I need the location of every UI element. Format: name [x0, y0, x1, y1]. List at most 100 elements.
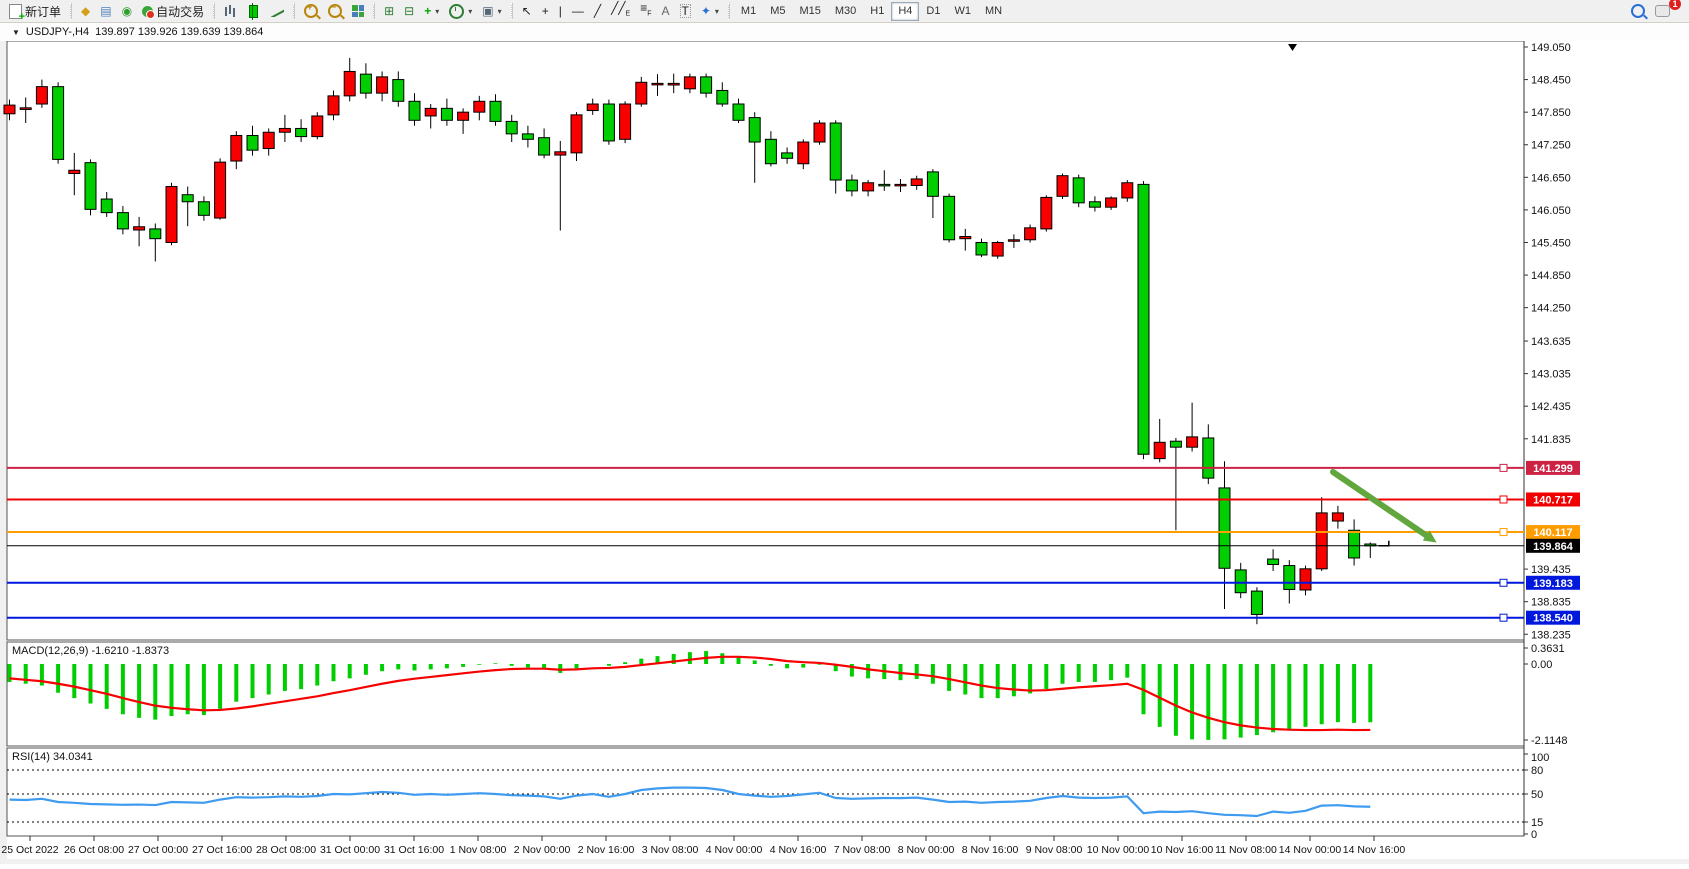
time-label[interactable]: 2 Nov 16:00: [578, 844, 635, 856]
candle: [521, 133, 534, 140]
new-order-button[interactable]: 新订单: [4, 1, 66, 23]
candle: [845, 179, 858, 192]
time-label[interactable]: 3 Nov 08:00: [642, 844, 699, 856]
tile-windows-button[interactable]: [347, 1, 369, 22]
time-label[interactable]: 28 Oct 08:00: [256, 844, 316, 856]
macd-axis-label: 0.00: [1531, 659, 1552, 671]
search-button[interactable]: [1626, 1, 1650, 22]
timeframe-button-H1[interactable]: H1: [870, 5, 885, 17]
signals-icon: ◉: [121, 4, 133, 18]
candle: [473, 100, 486, 113]
timeframe-button-M1[interactable]: M1: [740, 5, 757, 17]
trendline-button[interactable]: ╱: [589, 1, 606, 22]
chart-bars-button[interactable]: [219, 1, 241, 22]
chart-line-button[interactable]: [266, 1, 289, 22]
main-pane[interactable]: [6, 40, 1525, 641]
time-label[interactable]: 11 Nov 08:00: [1215, 844, 1277, 856]
timeframe-button-H4[interactable]: H4: [891, 1, 920, 21]
time-label[interactable]: 10 Nov 00:00: [1087, 844, 1150, 856]
time-label[interactable]: 2 Nov 00:00: [514, 844, 571, 856]
candle: [262, 131, 275, 150]
price-tick-label: 143.035: [1531, 369, 1571, 381]
collapse-triangle-icon[interactable]: ▼: [12, 27, 20, 37]
candle: [343, 70, 356, 97]
timeframe-button-D1[interactable]: D1: [926, 5, 941, 17]
candle: [295, 127, 308, 138]
timeframe-button-M15[interactable]: M15: [799, 5, 821, 17]
time-label[interactable]: 31 Oct 16:00: [384, 844, 444, 856]
macd-axis-label: -2.1148: [1531, 735, 1568, 747]
candle: [797, 141, 810, 165]
time-label[interactable]: 14 Nov 00:00: [1279, 844, 1342, 856]
chart-shift-marker[interactable]: [1288, 44, 1297, 51]
add-chart-dropdown[interactable]: + ▾: [419, 1, 444, 22]
template-icon: ▣: [482, 4, 494, 18]
candlestick-icon: [249, 2, 259, 20]
time-label[interactable]: 7 Nov 08:00: [834, 844, 891, 856]
candle: [424, 107, 437, 117]
time-label[interactable]: 4 Nov 00:00: [706, 844, 763, 856]
market-watch-button[interactable]: ▤: [95, 1, 116, 22]
support-line-1-handle[interactable]: [1499, 578, 1508, 587]
trend-arrow-annotation[interactable]: [1330, 469, 1433, 541]
time-label[interactable]: 8 Nov 00:00: [898, 844, 955, 856]
calendar-button[interactable]: ◆: [76, 1, 95, 22]
time-label[interactable]: 27 Oct 16:00: [192, 844, 252, 856]
text-button[interactable]: A: [656, 1, 674, 22]
resistance-line-2-handle[interactable]: [1499, 495, 1508, 504]
candle: [878, 183, 891, 187]
chart-window[interactable]: ▼ USDJPY-,H4 139.897 139.926 139.639 139…: [0, 23, 1689, 864]
time-label[interactable]: 14 Nov 16:00: [1343, 844, 1406, 856]
candle: [52, 86, 65, 160]
chart-candles-button[interactable]: [241, 1, 266, 22]
candle: [554, 151, 567, 156]
clock-icon: [449, 3, 465, 19]
timeframe-button-MN[interactable]: MN: [984, 5, 1003, 17]
cursor-button[interactable]: ↖: [517, 1, 537, 22]
rsi-pane[interactable]: [6, 747, 1525, 837]
zoom-in-button[interactable]: +: [299, 1, 323, 22]
price-tick-label: 149.050: [1531, 42, 1571, 54]
separator: [373, 3, 376, 19]
timeframe-button-W1[interactable]: W1: [954, 5, 971, 17]
support-line-2-label-box: [1526, 610, 1580, 625]
support-line-2-handle[interactable]: [1499, 613, 1508, 622]
notifications-button[interactable]: 1: [1650, 0, 1681, 22]
autotrade-button[interactable]: 自动交易: [137, 1, 209, 22]
time-label[interactable]: 8 Nov 16:00: [962, 844, 1019, 856]
indicators-button[interactable]: ⊞: [379, 1, 399, 22]
crosshair-button[interactable]: +: [537, 1, 554, 22]
template-dropdown[interactable]: ▣ ▾: [477, 1, 506, 22]
arrows-dropdown[interactable]: ✦ ▾: [696, 1, 724, 22]
candle: [732, 103, 745, 121]
time-label[interactable]: 25 Oct 2022: [1, 844, 58, 856]
time-label[interactable]: 9 Nov 08:00: [1026, 844, 1083, 856]
time-label[interactable]: 10 Nov 16:00: [1151, 844, 1214, 856]
candle: [181, 194, 194, 203]
time-label[interactable]: 27 Oct 00:00: [128, 844, 188, 856]
candle: [764, 138, 777, 165]
indicator-window-button[interactable]: ⊟: [399, 1, 419, 22]
timeframe-button-M5[interactable]: M5: [770, 5, 786, 17]
horizontal-line-button[interactable]: —: [567, 1, 589, 22]
time-label[interactable]: 4 Nov 16:00: [770, 844, 827, 856]
label-button[interactable]: T: [675, 1, 696, 22]
chat-bubble-icon: [1655, 5, 1670, 17]
time-label[interactable]: 26 Oct 08:00: [64, 844, 124, 856]
period-dropdown[interactable]: ▾: [444, 1, 477, 22]
timeframe-button-M30[interactable]: M30: [834, 5, 857, 17]
price-tick-label: 144.850: [1531, 270, 1571, 282]
cursor-icon: ↖: [521, 4, 532, 18]
signals-button[interactable]: ◉: [117, 1, 137, 22]
chart-canvas[interactable]: 149.050 148.450 147.850 147.250 146.650 146.0…: [0, 40, 1689, 864]
zoom-out-button[interactable]: −: [323, 1, 347, 22]
fibonacci-button[interactable]: ≡F: [635, 1, 656, 22]
candle: [1024, 227, 1037, 241]
vertical-line-button[interactable]: |: [554, 1, 567, 22]
channel-button[interactable]: ╱╱E: [606, 1, 635, 22]
resistance-line-1-handle[interactable]: [1499, 463, 1508, 472]
time-label[interactable]: 31 Oct 00:00: [320, 844, 380, 856]
chevron-down-icon: ▾: [435, 6, 440, 16]
time-label[interactable]: 1 Nov 08:00: [450, 844, 507, 856]
pivot-line-handle[interactable]: [1499, 528, 1508, 537]
